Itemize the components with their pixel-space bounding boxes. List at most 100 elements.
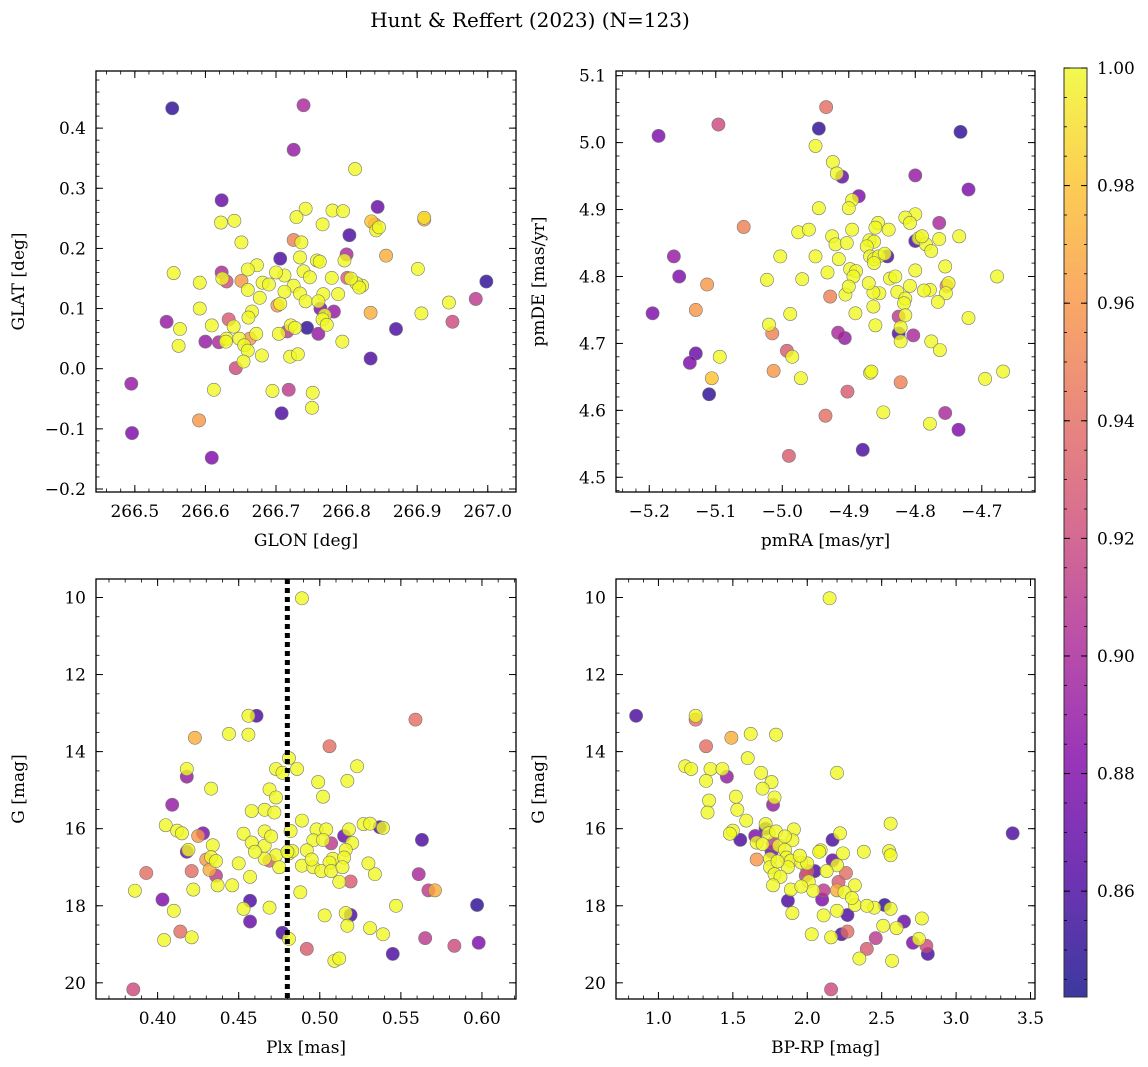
scatter-point: [248, 844, 262, 859]
scatter-point: [252, 290, 267, 305]
scatter-point: [125, 426, 139, 440]
scatter-point: [269, 265, 283, 280]
scatter-point: [836, 846, 850, 861]
scatter-point: [410, 261, 425, 276]
scatter-point: [831, 325, 846, 340]
scatter-point: [290, 347, 305, 362]
x-tick-label: −4.7: [961, 502, 1002, 522]
scatter-point: [244, 804, 259, 818]
scatter-point: [139, 866, 154, 880]
x-tick-label: 0.50: [301, 1009, 339, 1029]
scatter-point: [885, 953, 900, 968]
scatter-point: [868, 931, 883, 946]
scatter-point: [952, 229, 967, 244]
scatter-point: [124, 376, 139, 391]
scatter-point: [712, 349, 727, 364]
scatter-point: [361, 856, 376, 871]
y-tick-label: 12: [64, 666, 86, 686]
scatter-point: [236, 826, 251, 841]
scatter-point: [812, 844, 827, 859]
colorbar: 0.86 0.88 0.90 0.92 0.94 0.96 0.98 1.00: [1063, 59, 1135, 998]
x-axis-label: Plx [mas]: [266, 1038, 346, 1058]
colorbar-tick-label: 1.00: [1097, 59, 1135, 79]
x-axis-label: BP-RP [mag]: [771, 1038, 880, 1058]
scatter-point: [795, 272, 810, 287]
y-axis-label: GLAT [deg]: [9, 232, 29, 330]
scatter-point: [273, 296, 288, 311]
scatter-point: [651, 129, 666, 143]
scatter-point: [158, 818, 173, 833]
scatter-point: [298, 201, 313, 216]
scatter-point: [767, 790, 782, 805]
scatter-point: [824, 982, 838, 997]
scatter-point: [289, 210, 304, 225]
scatter-point: [932, 232, 947, 246]
scatter-point: [417, 210, 432, 225]
scatter-point: [684, 762, 699, 776]
figure-title: Hunt & Reffert (2023) (N=123): [370, 8, 690, 32]
scatter-point: [331, 287, 346, 302]
scatter-points: [645, 100, 1010, 463]
scatter-point: [273, 251, 288, 266]
y-tick-label: 4.8: [579, 267, 606, 287]
x-tick-label: 1.5: [719, 1009, 746, 1029]
scatter-point: [215, 271, 230, 286]
scatter-point: [241, 708, 256, 723]
y-tick-label: 0.2: [59, 239, 86, 259]
scatter-point: [867, 256, 881, 270]
y-tick-label: 4.5: [579, 468, 606, 488]
scatter-point: [166, 266, 181, 280]
colorbar-tick-label: 0.88: [1097, 765, 1135, 785]
scatter-point: [830, 903, 844, 918]
scatter-point: [864, 364, 879, 379]
scatter-point: [324, 270, 339, 285]
y-tick-label: 16: [584, 820, 606, 840]
scatter-point: [470, 898, 484, 912]
scatter-point: [961, 311, 976, 325]
scatter-point: [214, 193, 229, 208]
scatter-point: [128, 883, 142, 898]
colorbar-gradient: [1063, 67, 1088, 998]
scatter-point: [385, 947, 400, 961]
scatter-point: [363, 816, 377, 831]
x-tick-label: 266.8: [322, 502, 371, 522]
scatter-point: [953, 125, 968, 139]
plot-frame: [615, 578, 1036, 1000]
scatter-point: [234, 235, 249, 250]
scatter-point: [204, 318, 219, 333]
y-tick-label: 0.4: [59, 119, 86, 139]
scatter-point: [415, 832, 429, 847]
colorbar-tick-label: 0.90: [1097, 647, 1135, 667]
scatter-point: [773, 249, 788, 264]
scatter-point: [191, 829, 206, 843]
scatter-point: [897, 296, 911, 311]
x-axis-label: GLON [deg]: [254, 531, 358, 551]
x-tick-label: 266.5: [110, 502, 159, 522]
x-tick-label: −5.0: [762, 502, 803, 522]
scatter-point: [198, 334, 213, 349]
scatter-point: [288, 320, 302, 335]
scatter-point: [265, 384, 280, 398]
scatter-point: [165, 797, 180, 812]
y-tick-label: 18: [64, 897, 86, 917]
x-tick-label: 3.5: [1017, 1009, 1044, 1029]
scatter-point: [243, 869, 257, 884]
scatter-point: [754, 765, 769, 780]
x-tick-label: 1.0: [645, 1009, 672, 1029]
scatter-point: [249, 326, 264, 341]
scatter-point: [204, 450, 219, 465]
x-tick-label: 266.9: [393, 502, 442, 522]
scatter-point: [893, 320, 908, 335]
scatter-point: [428, 883, 442, 898]
scatter-point: [830, 858, 844, 873]
scatter-point: [126, 982, 141, 997]
scatter-point: [883, 901, 898, 916]
scatter-point: [222, 726, 236, 741]
scatter-point: [335, 860, 350, 875]
scatter-point: [859, 898, 874, 913]
y-tick-label: 5.1: [579, 67, 606, 87]
scatter-point: [830, 765, 844, 780]
scatter-point: [782, 448, 796, 463]
scatter-point: [816, 908, 831, 923]
scatter-point: [241, 310, 256, 325]
